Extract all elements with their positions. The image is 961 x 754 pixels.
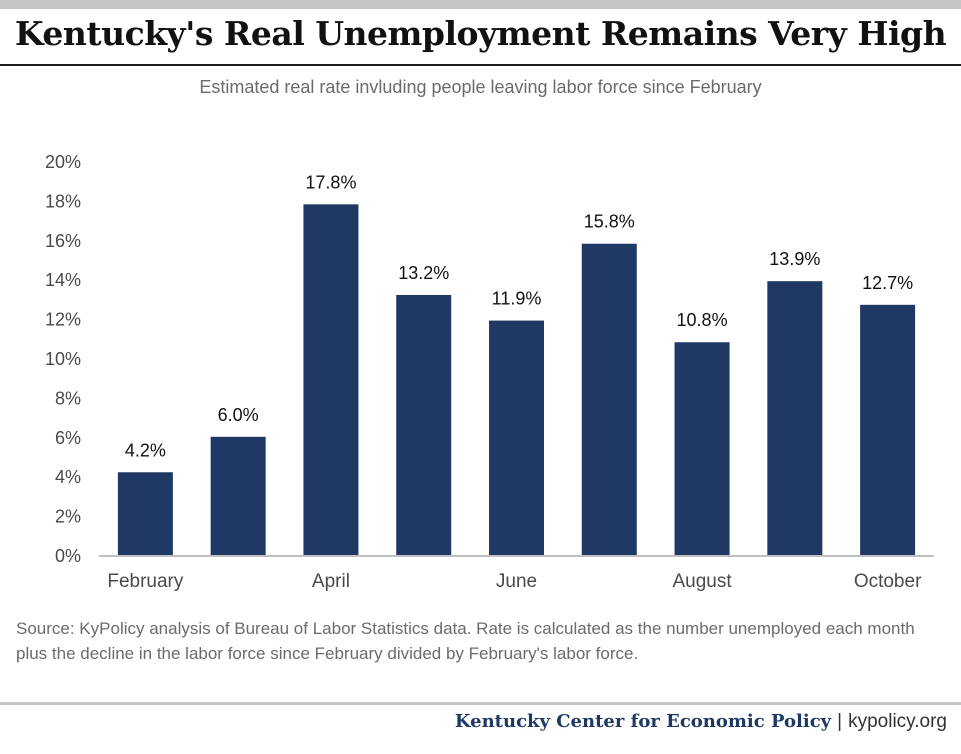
footer-separator: | (837, 711, 843, 732)
bar-chart: 0% 2% 4% 6% 8% 10% 12% 14% 16% 18% 20% 4.2% 6.0% 17.… (45, 152, 934, 592)
data-label: 13.9% (769, 249, 820, 269)
y-tick-label: 12% (45, 310, 81, 330)
bar (767, 281, 823, 555)
x-tick-label: October (854, 571, 922, 592)
bar (303, 204, 359, 555)
y-axis-ticks: 0% 2% 4% 6% 8% 10% 12% 14% 16% 18% 20% (45, 152, 81, 566)
x-tick-label: April (312, 571, 350, 592)
x-tick-label: August (672, 571, 732, 592)
data-label: 4.2% (125, 440, 166, 460)
y-tick-label: 2% (55, 507, 81, 527)
footer-url[interactable]: kypolicy.org (848, 711, 947, 732)
chart-subtitle: Estimated real rate invluding people lea… (199, 77, 762, 97)
data-labels-group: 4.2% 6.0% 17.8% 13.2% 11.9% 15.8% 10.8% 13.9% 12… (125, 172, 913, 460)
data-label: 17.8% (305, 172, 356, 192)
y-tick-label: 8% (55, 388, 81, 408)
y-tick-label: 20% (45, 152, 81, 172)
bar (489, 320, 544, 555)
bar (860, 304, 916, 555)
y-tick-label: 14% (45, 270, 81, 290)
x-axis-ticks: February April June August October (107, 571, 922, 592)
y-tick-label: 0% (55, 546, 81, 566)
data-label: 15.8% (584, 212, 635, 232)
y-tick-label: 6% (55, 428, 81, 448)
bar (581, 243, 637, 556)
title-rule (0, 64, 961, 66)
top-rule (0, 0, 961, 9)
x-tick-label: June (496, 571, 537, 592)
y-tick-label: 16% (45, 231, 81, 251)
data-label: 11.9% (492, 289, 542, 309)
y-tick-label: 18% (45, 191, 81, 211)
bars-group (117, 204, 916, 556)
data-label: 10.8% (677, 310, 728, 330)
bar (210, 436, 266, 555)
data-label: 13.2% (398, 263, 449, 283)
chart-title: Kentucky's Real Unemployment Remains Ver… (14, 14, 947, 53)
y-tick-label: 4% (55, 467, 81, 487)
bar (117, 472, 173, 555)
y-tick-label: 10% (45, 349, 81, 369)
bottom-rule (0, 702, 961, 705)
bar (396, 294, 452, 555)
data-label: 6.0% (218, 405, 259, 425)
data-label: 12.7% (862, 273, 913, 293)
source-note: Source: KyPolicy analysis of Bureau of L… (16, 619, 915, 663)
x-tick-label: February (107, 571, 184, 592)
footer: Kentucky Center for Economic Policy | kypo… (455, 711, 947, 733)
footer-organization: Kentucky Center for Economic Policy (454, 711, 832, 732)
bar (674, 342, 730, 555)
